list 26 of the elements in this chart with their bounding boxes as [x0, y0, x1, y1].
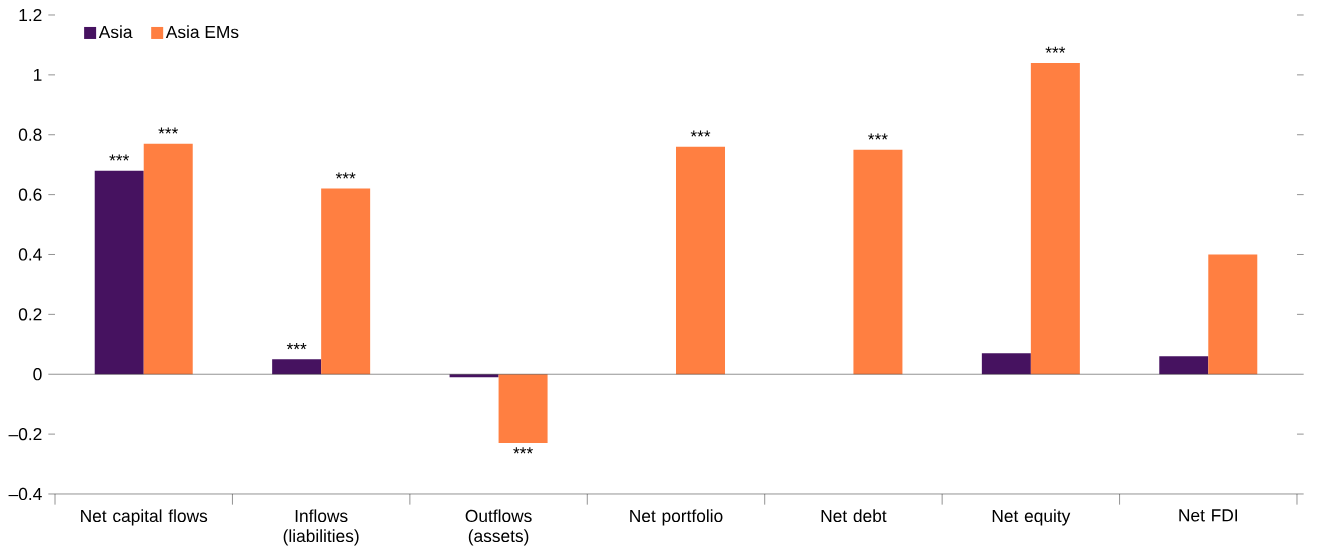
legend-label: Asia EMs [165, 25, 239, 39]
y-tick-label: 0.4 [18, 248, 42, 261]
x-tick-label: Inflows (liabilities) [283, 509, 359, 546]
annotation: *** [1045, 46, 1066, 53]
annotation: *** [335, 172, 356, 179]
annotation: *** [286, 343, 307, 350]
x-tick-label: Net equity [992, 509, 1071, 526]
y-tick-label: 1 [33, 68, 42, 81]
x-tick-label: Net debt [821, 509, 887, 523]
x-tick-label: Net FDI [1179, 509, 1238, 522]
x-tick-label: Net capital flows [81, 509, 208, 526]
y-tick-label: 1.2 [19, 8, 42, 22]
y-tick-label: –0.4 [8, 487, 42, 501]
y-tick-label: 0.2 [18, 308, 42, 321]
annotation: *** [868, 133, 888, 140]
x-tick-label: Outflows (assets) [465, 509, 532, 546]
y-tick-label: 0.8 [18, 128, 42, 141]
annotation: *** [158, 127, 179, 134]
y-tick-label: 0 [33, 368, 42, 381]
legend-label: Asia [98, 25, 133, 39]
x-tick-label: Net portfolio [630, 509, 723, 526]
annotation: *** [513, 447, 533, 454]
annotation: *** [109, 154, 130, 161]
y-tick-label: 0.6 [18, 188, 42, 201]
y-tick-label: –0.2 [8, 427, 42, 441]
annotation: *** [690, 130, 711, 137]
